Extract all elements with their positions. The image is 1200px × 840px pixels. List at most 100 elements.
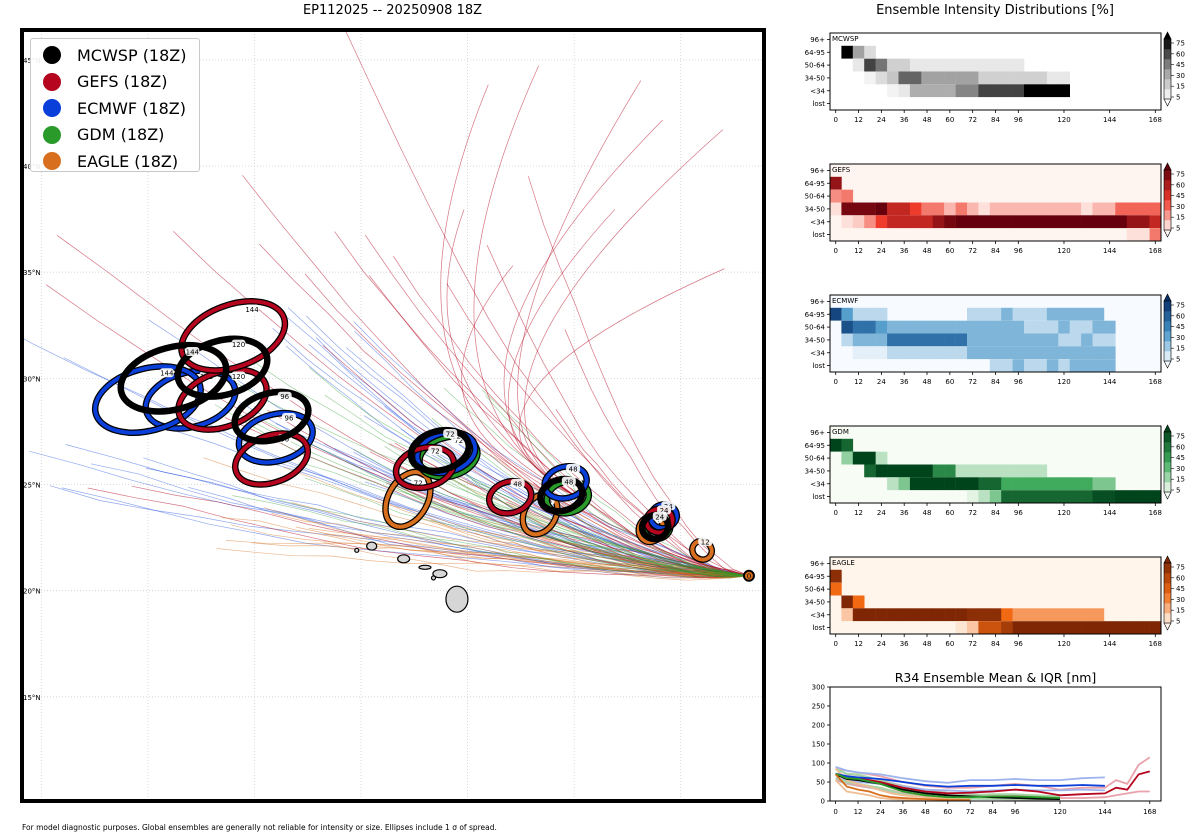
iqr-high-line <box>834 768 971 801</box>
heatmap-cell <box>909 477 922 491</box>
heatmap-cell <box>1103 490 1116 503</box>
colorbar-tick-label: 30 <box>1176 203 1185 211</box>
heatmap-cell <box>967 84 979 98</box>
heatmap-cell <box>932 333 945 347</box>
colorbar-tick-label: 15 <box>1176 476 1185 484</box>
lat-tick-label: 20°N <box>23 588 41 596</box>
heatmap-cell <box>944 202 956 216</box>
ellipse-ring <box>179 299 287 373</box>
lead-label: 48 <box>513 480 522 488</box>
heatmap-cell <box>1001 464 1013 478</box>
colorbar-tick-label: 45 <box>1176 454 1185 462</box>
x-tick-label: 24 <box>877 247 886 255</box>
ensemble-track <box>301 462 749 577</box>
heatmap-cell <box>841 333 854 347</box>
heatmap-cell <box>852 307 865 321</box>
heatmap-cell <box>932 320 945 334</box>
legend-entry: ECMWF (18Z) <box>39 95 199 122</box>
heatmap-cell <box>1149 490 1162 503</box>
colorbar-segment <box>1164 472 1171 483</box>
heatmap-cell <box>955 202 968 216</box>
heatmap-cell <box>1001 490 1013 503</box>
mean-line <box>835 770 1151 797</box>
ensemble-track <box>420 518 749 577</box>
lead-label: 24 <box>660 507 669 515</box>
heatmap-cell <box>1012 58 1025 72</box>
lead-label: 144 <box>160 370 174 378</box>
heatmap-cell <box>944 477 956 491</box>
heatmap-cell <box>830 202 842 216</box>
ensemble-track <box>343 28 750 577</box>
heatmap-cell <box>1081 307 1093 321</box>
row-label: lost <box>812 362 825 370</box>
heatmap-cell <box>1058 215 1070 229</box>
ensemble-track <box>277 499 749 577</box>
heatmap-cell <box>841 438 854 452</box>
heatmap-cell <box>1035 621 1048 634</box>
lat-tick-label: 15°N <box>23 694 41 702</box>
lead-label: 0 <box>747 572 751 580</box>
x-tick-label: 48 <box>923 509 932 517</box>
heatmap-cell <box>1024 477 1036 491</box>
row-label: 34-50 <box>805 74 825 82</box>
x-tick-label: 120 <box>1057 116 1070 124</box>
heatmap-cell <box>841 608 854 622</box>
heatmap-cell <box>1012 202 1025 216</box>
row-label: 64-95 <box>805 180 825 188</box>
colorbar-tick-label: 45 <box>1176 323 1185 331</box>
heatmap-cell <box>1024 464 1036 478</box>
ensemble-track <box>145 467 749 577</box>
heatmap-cell <box>830 176 842 190</box>
x-tick-label: 60 <box>943 808 952 816</box>
y-tick-label: 200 <box>812 722 825 730</box>
heatmap-cell <box>967 71 979 85</box>
colorbar-tick-label: 30 <box>1176 72 1185 80</box>
heatmap-cell <box>1024 490 1036 503</box>
x-tick-label: 48 <box>923 116 932 124</box>
row-label: 64-95 <box>805 311 825 319</box>
track-ellipse <box>174 335 271 400</box>
ensemble-track <box>489 453 749 577</box>
heatmap-cell <box>1012 359 1025 372</box>
map-frame <box>20 28 766 803</box>
heatmap-cell <box>1092 608 1105 622</box>
ensemble-track <box>324 394 750 577</box>
x-tick-label: 144 <box>1103 247 1117 255</box>
x-tick-label: 84 <box>991 378 1000 386</box>
heatmap-cell <box>1058 333 1070 347</box>
row-label: <34 <box>810 218 825 226</box>
heatmap-cell <box>852 451 865 465</box>
gefs-heatmap: GEFS 96+ 64-95 50-64 34-50 <34 lost 0 12 24 36 48 60… <box>805 162 1185 255</box>
x-tick-label: 12 <box>854 640 863 648</box>
heatmap-cell <box>1058 71 1070 85</box>
heatmap-cell <box>1103 333 1116 347</box>
lead-label: 96 <box>284 414 293 422</box>
heatmap-cell <box>1058 359 1070 372</box>
lead-label: 24 <box>655 513 664 521</box>
ensemble-track <box>524 129 724 496</box>
heatmap-cell <box>1024 202 1036 216</box>
track-ellipse <box>231 430 312 488</box>
lat-tick-label: 30°N <box>23 375 41 383</box>
colorbar-segment <box>1164 89 1171 100</box>
heatmap-cell <box>932 71 945 85</box>
row-label: 34-50 <box>805 467 825 475</box>
y-tick-label: 0 <box>821 798 825 806</box>
heatmap-cell <box>967 621 979 634</box>
colorbar-segment <box>1164 442 1171 453</box>
heatmap-cell <box>1012 71 1025 85</box>
x-tick-label: 12 <box>854 378 863 386</box>
x-tick-label: 36 <box>900 640 909 648</box>
heatmap-cell <box>955 608 968 622</box>
ensemble-track <box>517 80 642 496</box>
heatmap-cell <box>955 320 968 334</box>
ellipse-ring <box>232 389 311 444</box>
heatmap-cell <box>1024 215 1036 229</box>
colorbar-tick-label: 5 <box>1176 356 1180 364</box>
colorbar-tick-label: 5 <box>1176 618 1180 626</box>
ensemble-track <box>435 493 749 577</box>
heatmap-cell <box>887 333 899 347</box>
heatmap-cell <box>978 608 991 622</box>
heatmap-cell <box>932 215 945 229</box>
heatmap-cell <box>1092 477 1105 491</box>
